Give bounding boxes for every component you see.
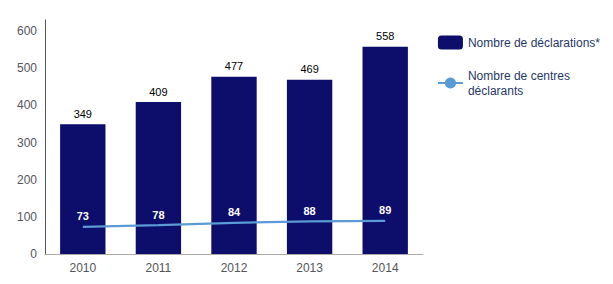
svg-text:400: 400	[17, 98, 37, 112]
svg-text:477: 477	[225, 60, 243, 72]
svg-text:78: 78	[152, 209, 164, 221]
svg-text:558: 558	[376, 30, 394, 42]
svg-text:2010: 2010	[69, 261, 96, 275]
svg-text:469: 469	[300, 63, 318, 75]
svg-text:88: 88	[303, 205, 315, 217]
svg-text:0: 0	[30, 247, 37, 261]
svg-text:100: 100	[17, 210, 37, 224]
svg-text:73: 73	[77, 210, 89, 222]
svg-text:600: 600	[17, 24, 37, 38]
svg-text:500: 500	[17, 61, 37, 75]
svg-text:89: 89	[379, 204, 391, 216]
svg-text:84: 84	[228, 206, 241, 218]
svg-text:2011: 2011	[145, 261, 171, 275]
svg-text:200: 200	[17, 173, 37, 187]
svg-text:349: 349	[74, 108, 92, 120]
svg-text:300: 300	[17, 136, 37, 150]
svg-text:2013: 2013	[296, 261, 323, 275]
svg-text:409: 409	[149, 86, 167, 98]
svg-text:déclarants: déclarants	[468, 84, 523, 98]
svg-text:Nombre de déclarations*: Nombre de déclarations*	[468, 36, 600, 50]
svg-text:Nombre de centres: Nombre de centres	[468, 69, 570, 83]
svg-text:2014: 2014	[372, 261, 399, 275]
svg-text:2012: 2012	[221, 261, 248, 275]
